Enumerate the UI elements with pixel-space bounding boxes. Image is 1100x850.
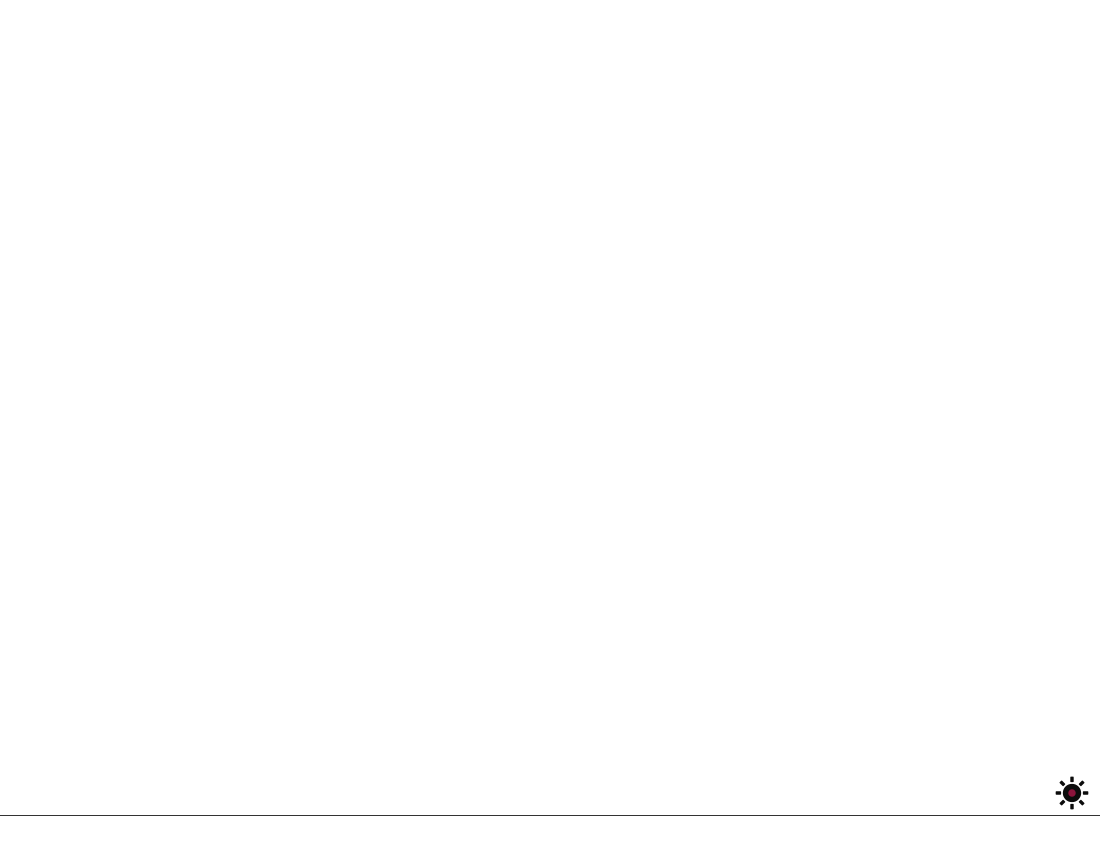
map-viewport[interactable] <box>0 48 1100 816</box>
brand-watermark <box>1054 766 1090 810</box>
colorbar-gradient <box>0 835 1100 850</box>
header-bar <box>0 0 1100 48</box>
gear-sun-icon <box>1055 767 1089 810</box>
colorbar-tick-labels <box>0 816 1100 834</box>
temperature-field-canvas <box>0 48 1100 815</box>
colorbar[interactable] <box>0 816 1100 850</box>
